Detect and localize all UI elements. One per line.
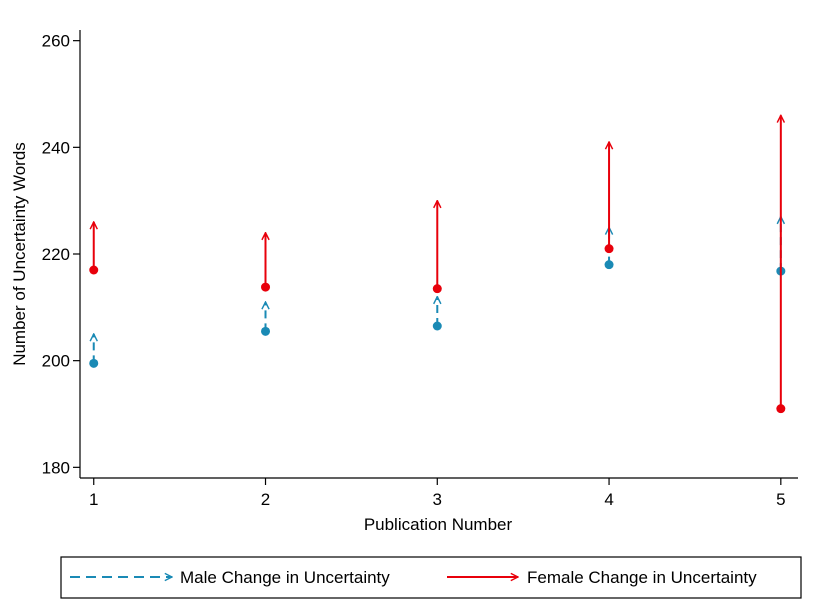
x-tick-label: 2 — [261, 490, 270, 509]
male-point-4 — [604, 260, 614, 270]
y-tick-label: 240 — [42, 138, 70, 157]
female-point-2 — [261, 282, 271, 292]
male-point-2 — [261, 326, 271, 336]
female-point-4 — [604, 244, 614, 254]
x-tick-label: 4 — [604, 490, 613, 509]
x-axis-title: Publication Number — [364, 515, 513, 534]
female-point-1 — [89, 265, 99, 275]
y-axis-title: Number of Uncertainty Words — [10, 142, 29, 366]
female-point-5 — [776, 404, 786, 414]
x-tick-label: 5 — [776, 490, 785, 509]
x-ticks: 1 2 3 4 5 — [89, 478, 786, 509]
legend: Male Change in Uncertainty Female Change… — [60, 556, 802, 599]
male-point-1 — [89, 358, 99, 368]
y-tick-label: 220 — [42, 245, 70, 264]
legend-box — [60, 556, 802, 599]
y-tick-label: 180 — [42, 458, 70, 477]
chart-marks — [89, 115, 786, 414]
legend-label-female: Female Change in Uncertainty — [527, 568, 757, 587]
female-point-3 — [432, 284, 442, 294]
x-tick-label: 3 — [433, 490, 442, 509]
y-tick-label: 260 — [42, 32, 70, 51]
x-tick-label: 1 — [89, 490, 98, 509]
legend-label-male: Male Change in Uncertainty — [180, 568, 390, 587]
male-point-3 — [432, 321, 442, 331]
y-ticks: 180 200 220 240 260 — [42, 32, 80, 477]
y-tick-label: 200 — [42, 352, 70, 371]
